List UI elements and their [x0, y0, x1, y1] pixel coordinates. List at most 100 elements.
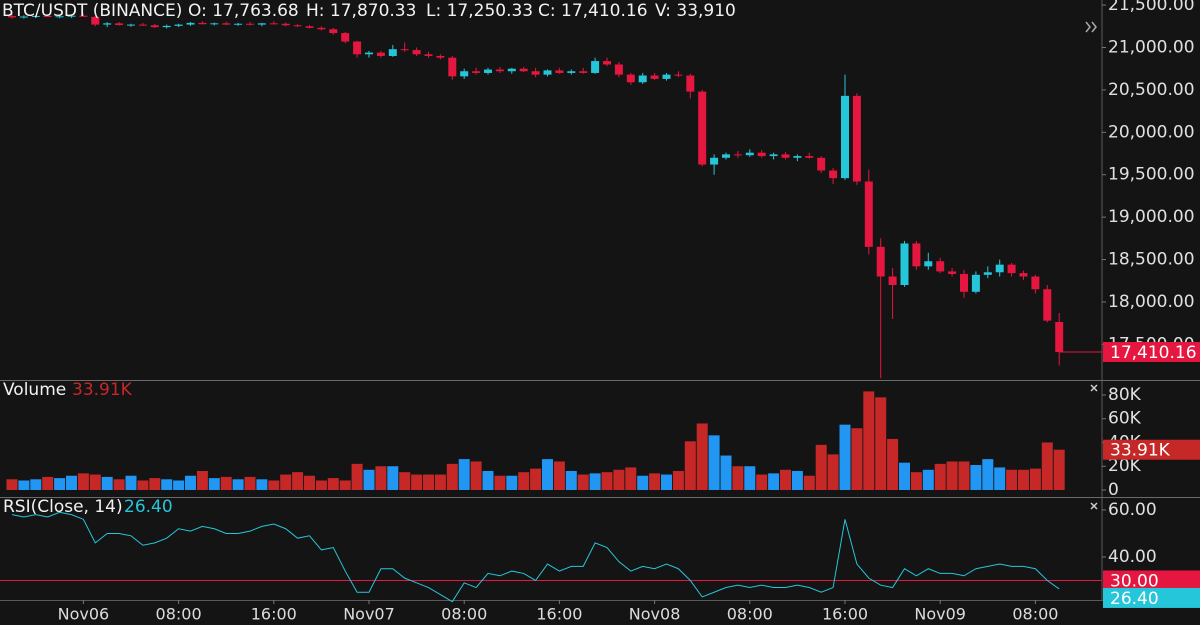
candle-body: [626, 74, 635, 83]
volume-bar: [958, 461, 970, 490]
candle-body: [162, 25, 171, 28]
candle-body: [257, 23, 266, 25]
volume-bar: [637, 475, 649, 490]
y-tick-label: 18,500.00: [1108, 250, 1195, 270]
panel-title: Volume 33.91K: [3, 380, 133, 400]
x-tick-label: 16:00: [251, 605, 297, 624]
candle-body: [591, 61, 600, 73]
y-tick-label: 19,000.00: [1108, 207, 1195, 227]
candle-body: [507, 68, 516, 72]
y-tick-label: 60K: [1108, 409, 1142, 429]
volume-bar: [506, 475, 518, 490]
y-tick-label: 0: [1108, 480, 1119, 500]
candle-body: [376, 52, 385, 56]
volume-bar: [1018, 469, 1029, 490]
candle-body: [1019, 273, 1028, 277]
volume-bar: [530, 468, 542, 490]
candle-body: [246, 23, 254, 25]
close-volume-icon[interactable]: [1090, 384, 1098, 392]
volume-bar: [899, 462, 910, 490]
candle-body: [138, 24, 147, 26]
volume-bar: [446, 463, 458, 490]
candle-body: [1055, 322, 1064, 352]
candle-body: [412, 50, 421, 55]
candle-body: [769, 154, 778, 157]
volume-bar: [1006, 469, 1018, 490]
y-tick-label: 18,000.00: [1108, 292, 1195, 312]
volume-bar: [589, 473, 601, 490]
volume-bar: [6, 479, 18, 490]
volume-bar: [30, 479, 42, 490]
close-rsi-icon[interactable]: [1090, 502, 1098, 510]
candle-body: [448, 57, 457, 77]
x-tick-label: Nov06: [58, 605, 110, 624]
volume-bar: [494, 475, 506, 490]
rsi-current-label: 26.40: [1110, 589, 1159, 609]
candle-body: [674, 74, 683, 76]
volume-bar: [661, 474, 672, 490]
x-tick-label: 08:00: [1012, 605, 1058, 624]
volume-bar: [470, 461, 482, 490]
candle-body: [79, 15, 88, 17]
volume-bar: [280, 474, 292, 490]
volume-bar: [137, 480, 149, 490]
candle-body: [948, 271, 957, 274]
volume-bar: [553, 461, 565, 490]
ohlc-value: V: 33,910: [655, 1, 736, 21]
candle-body: [805, 156, 814, 158]
volume-title: Volume: [3, 380, 66, 400]
y-tick-label: 20,000.00: [1108, 122, 1195, 142]
legend: BTC/USDT (BINANCE) O: 17,763.68 H: 17,870.…: [2, 1, 736, 21]
candle-body: [841, 95, 849, 179]
candle-body: [543, 70, 552, 75]
volume-bar: [780, 469, 791, 490]
volume-bar: [910, 472, 922, 490]
x-tick-label: 16:00: [822, 605, 868, 624]
candle-body: [115, 23, 124, 26]
candle-body: [852, 95, 861, 182]
candle-body: [900, 243, 909, 285]
candle-body: [710, 157, 719, 165]
candle-body: [1031, 276, 1040, 290]
volume-bar: [1029, 468, 1041, 490]
volume-bar: [77, 473, 89, 490]
candle-body: [614, 64, 623, 75]
candle-body: [722, 154, 730, 158]
candle-body: [31, 15, 40, 17]
collapse-icon[interactable]: [1085, 21, 1097, 33]
volume-bar: [54, 478, 66, 490]
candle-body: [317, 27, 326, 30]
candle-body: [1007, 264, 1016, 274]
candle-body: [353, 41, 362, 55]
y-tick-label: 19,500.00: [1108, 165, 1195, 185]
volume-bar: [315, 480, 327, 490]
volume-bar: [304, 475, 315, 490]
candle-body: [531, 71, 540, 75]
volume-bar: [232, 479, 244, 490]
candle-body: [495, 69, 504, 72]
candle-body: [960, 273, 968, 292]
x-tick-label: Nov08: [629, 605, 681, 624]
volume-bar: [696, 423, 708, 490]
candle-body: [876, 246, 885, 277]
candle-body: [519, 68, 528, 72]
volume-bar: [173, 480, 185, 490]
volume-bar: [434, 474, 446, 490]
y-tick-label: 20K: [1108, 456, 1142, 476]
candle-body: [971, 274, 980, 292]
candle-body: [55, 16, 64, 18]
candle-body: [186, 22, 195, 25]
volume-bar: [970, 465, 982, 490]
candle-body: [127, 24, 135, 26]
volume-bar: [423, 474, 434, 490]
x-tick-label: 08:00: [156, 605, 202, 624]
volume-bar: [720, 455, 732, 490]
volume-bar: [149, 478, 161, 490]
volume-bar: [482, 470, 494, 490]
x-tick-label: 08:00: [727, 605, 773, 624]
volume-bar: [125, 475, 137, 490]
candle-body: [745, 152, 754, 156]
candle-body: [341, 33, 350, 42]
